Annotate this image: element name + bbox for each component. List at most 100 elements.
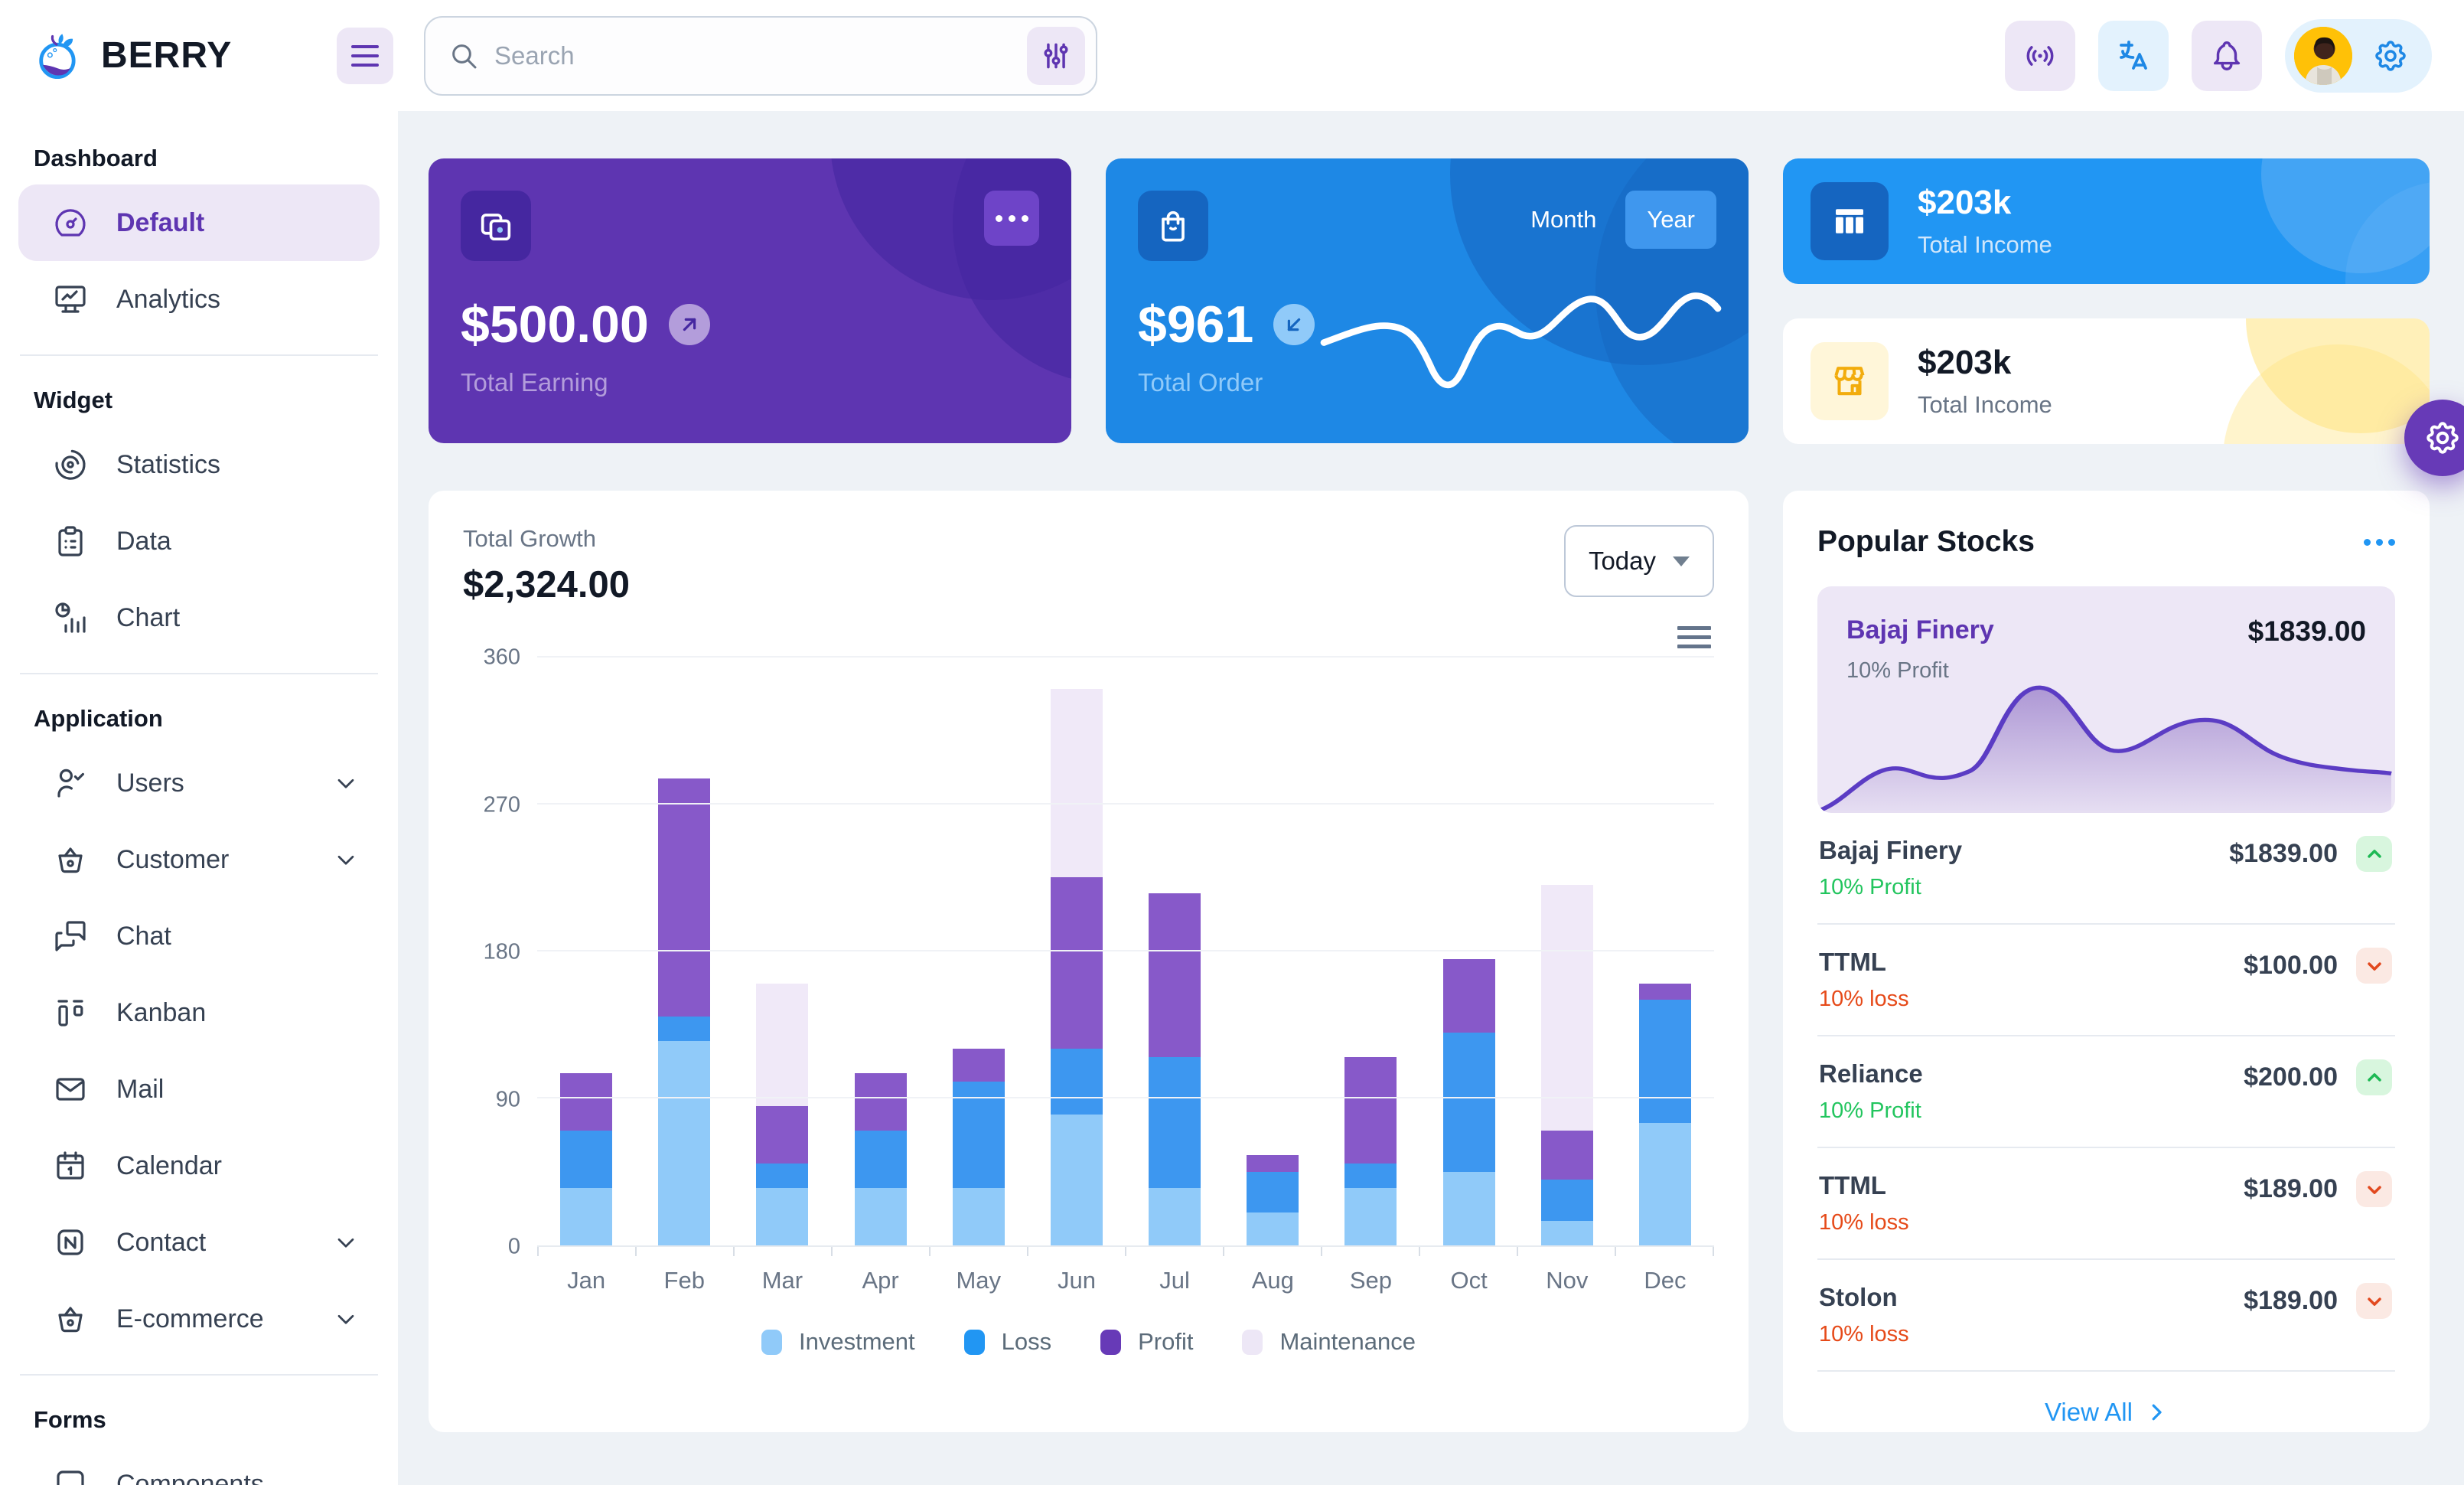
data-icon xyxy=(52,523,89,560)
bar-apr[interactable] xyxy=(832,658,930,1245)
header: BERRY xyxy=(0,0,2464,111)
language-button[interactable] xyxy=(2098,20,2169,91)
sidebar-item-label: Analytics xyxy=(116,284,221,314)
bar-segment-investment xyxy=(1149,1188,1201,1245)
hamburger-icon xyxy=(351,44,379,67)
sidebar-item-label: E-commerce xyxy=(116,1304,264,1333)
earning-more-button[interactable] xyxy=(984,191,1039,246)
profile-menu-button[interactable] xyxy=(2285,18,2432,93)
ecommerce-icon xyxy=(52,1301,89,1337)
stock-name: Stolon xyxy=(1819,1283,1898,1311)
sidebar-item-analytics[interactable]: Analytics xyxy=(18,261,380,338)
period-select[interactable]: Today xyxy=(1563,525,1714,597)
search-settings-button[interactable] xyxy=(1027,26,1085,85)
stock-name: Bajaj Finery xyxy=(1819,836,1963,864)
bar-segment-investment xyxy=(560,1188,613,1245)
month-toggle-button[interactable]: Month xyxy=(1509,191,1618,249)
bar-nov[interactable] xyxy=(1518,658,1616,1245)
broadcast-icon xyxy=(2022,38,2058,73)
search-icon xyxy=(448,41,479,71)
order-value: $961 xyxy=(1138,295,1254,354)
stock-row[interactable]: Bajaj Finery 10% Profit $1839.00 xyxy=(1817,813,2395,925)
brand-logo[interactable]: BERRY xyxy=(32,30,337,82)
bar-segment-profit xyxy=(658,778,711,1017)
header-actions xyxy=(2005,18,2432,93)
stock-list: Bajaj Finery 10% Profit $1839.00 TTML 10% lo… xyxy=(1817,813,2395,1372)
bar-feb[interactable] xyxy=(635,658,733,1245)
stock-row[interactable]: Reliance 10% Profit $200.00 xyxy=(1817,1036,2395,1148)
stock-price: $189.00 xyxy=(2244,1286,2338,1315)
total-income-dark-card[interactable]: $203k Total Income xyxy=(1783,158,2430,284)
sidebar-item-label: Data xyxy=(116,526,171,556)
stock-row[interactable]: Stolon 10% loss $189.00 xyxy=(1817,1260,2395,1372)
bar-segment-profit xyxy=(1638,983,1691,1000)
view-all-button[interactable]: View All xyxy=(2045,1398,2168,1427)
users-icon xyxy=(52,765,89,801)
y-tick-label: 90 xyxy=(495,1087,520,1111)
bar-sep[interactable] xyxy=(1322,658,1419,1245)
legend-item-loss[interactable]: Loss xyxy=(963,1328,1051,1356)
x-tick-label: Jun xyxy=(1057,1267,1096,1294)
x-tick-label: Apr xyxy=(862,1267,899,1294)
legend-item-maintenance[interactable]: Maintenance xyxy=(1242,1328,1416,1356)
bar-segment-loss xyxy=(1344,1164,1397,1189)
sidebar-item-components[interactable]: Components xyxy=(18,1446,380,1485)
sidebar-item-calendar[interactable]: Calendar xyxy=(18,1128,380,1204)
year-toggle-button[interactable]: Year xyxy=(1625,191,1716,249)
x-tick-label: Sep xyxy=(1349,1267,1393,1294)
stock-row[interactable]: TTML 10% loss $100.00 xyxy=(1817,925,2395,1036)
x-tick-label: Jul xyxy=(1159,1267,1190,1294)
bar-oct[interactable] xyxy=(1420,658,1518,1245)
broadcast-button[interactable] xyxy=(2005,20,2075,91)
chart-menu-button[interactable] xyxy=(1677,626,1711,648)
bar-jan[interactable] xyxy=(537,658,635,1245)
sidebar-item-data[interactable]: Data xyxy=(18,503,380,579)
earning-icon xyxy=(461,191,531,261)
sidebar-item-statistics[interactable]: Statistics xyxy=(18,426,380,503)
bar-aug[interactable] xyxy=(1224,658,1322,1245)
featured-stock-card[interactable]: Bajaj Finery $1839.00 10% Profit xyxy=(1817,586,2395,813)
main-content: $500.00 Total Earning xyxy=(398,111,2464,1432)
total-income-light-card[interactable]: $203k Total Income xyxy=(1783,318,2430,444)
sidebar-item-label: Statistics xyxy=(116,449,221,479)
growth-label: Total Growth xyxy=(463,525,597,552)
bar-jun[interactable] xyxy=(1028,658,1126,1245)
sidebar-item-label: Components xyxy=(116,1469,264,1485)
featured-stock-price: $1839.00 xyxy=(2247,615,2366,647)
gear-icon xyxy=(2423,419,2462,457)
sidebar-item-customer[interactable]: Customer xyxy=(18,821,380,898)
total-order-card[interactable]: Month Year $961 Total Order xyxy=(1106,158,1749,443)
sidebar-item-users[interactable]: Users xyxy=(18,745,380,821)
notifications-button[interactable] xyxy=(2192,20,2262,91)
bar-may[interactable] xyxy=(930,658,1028,1245)
sidebar-item-e-commerce[interactable]: E-commerce xyxy=(18,1281,380,1357)
stock-sub: 10% Profit xyxy=(1819,1098,1921,1123)
y-tick-label: 270 xyxy=(483,792,520,817)
bar-segment-loss xyxy=(1638,1000,1691,1123)
stock-row[interactable]: TTML 10% loss $189.00 xyxy=(1817,1148,2395,1260)
bar-jul[interactable] xyxy=(1126,658,1224,1245)
sidebar-item-label: Customer xyxy=(116,844,230,874)
sidebar-item-mail[interactable]: Mail xyxy=(18,1051,380,1128)
bar-dec[interactable] xyxy=(1616,658,1714,1245)
bar-mar[interactable] xyxy=(733,658,831,1245)
sidebar-item-default[interactable]: Default xyxy=(18,184,380,261)
dashboard-icon xyxy=(52,204,89,241)
stocks-menu-button[interactable] xyxy=(2364,531,2395,553)
total-earning-card[interactable]: $500.00 Total Earning xyxy=(429,158,1071,443)
legend-item-investment[interactable]: Investment xyxy=(761,1328,915,1356)
earning-value: $500.00 xyxy=(461,295,649,354)
legend-item-profit[interactable]: Profit xyxy=(1100,1328,1193,1356)
sidebar-toggle-button[interactable] xyxy=(337,27,393,84)
sidebar-item-chart[interactable]: Chart xyxy=(18,579,380,656)
chevron-up-chip xyxy=(2356,836,2392,872)
legend-chip xyxy=(761,1329,782,1355)
customization-fab[interactable] xyxy=(2404,400,2464,476)
sidebar-item-chat[interactable]: Chat xyxy=(18,898,380,974)
sidebar-item-contact[interactable]: Contact xyxy=(18,1204,380,1281)
chevron-down-icon xyxy=(332,846,360,873)
sidebar-item-kanban[interactable]: Kanban xyxy=(18,974,380,1051)
y-tick-label: 180 xyxy=(483,939,520,964)
stock-price: $1839.00 xyxy=(2229,839,2338,868)
search-input[interactable] xyxy=(494,41,1012,70)
